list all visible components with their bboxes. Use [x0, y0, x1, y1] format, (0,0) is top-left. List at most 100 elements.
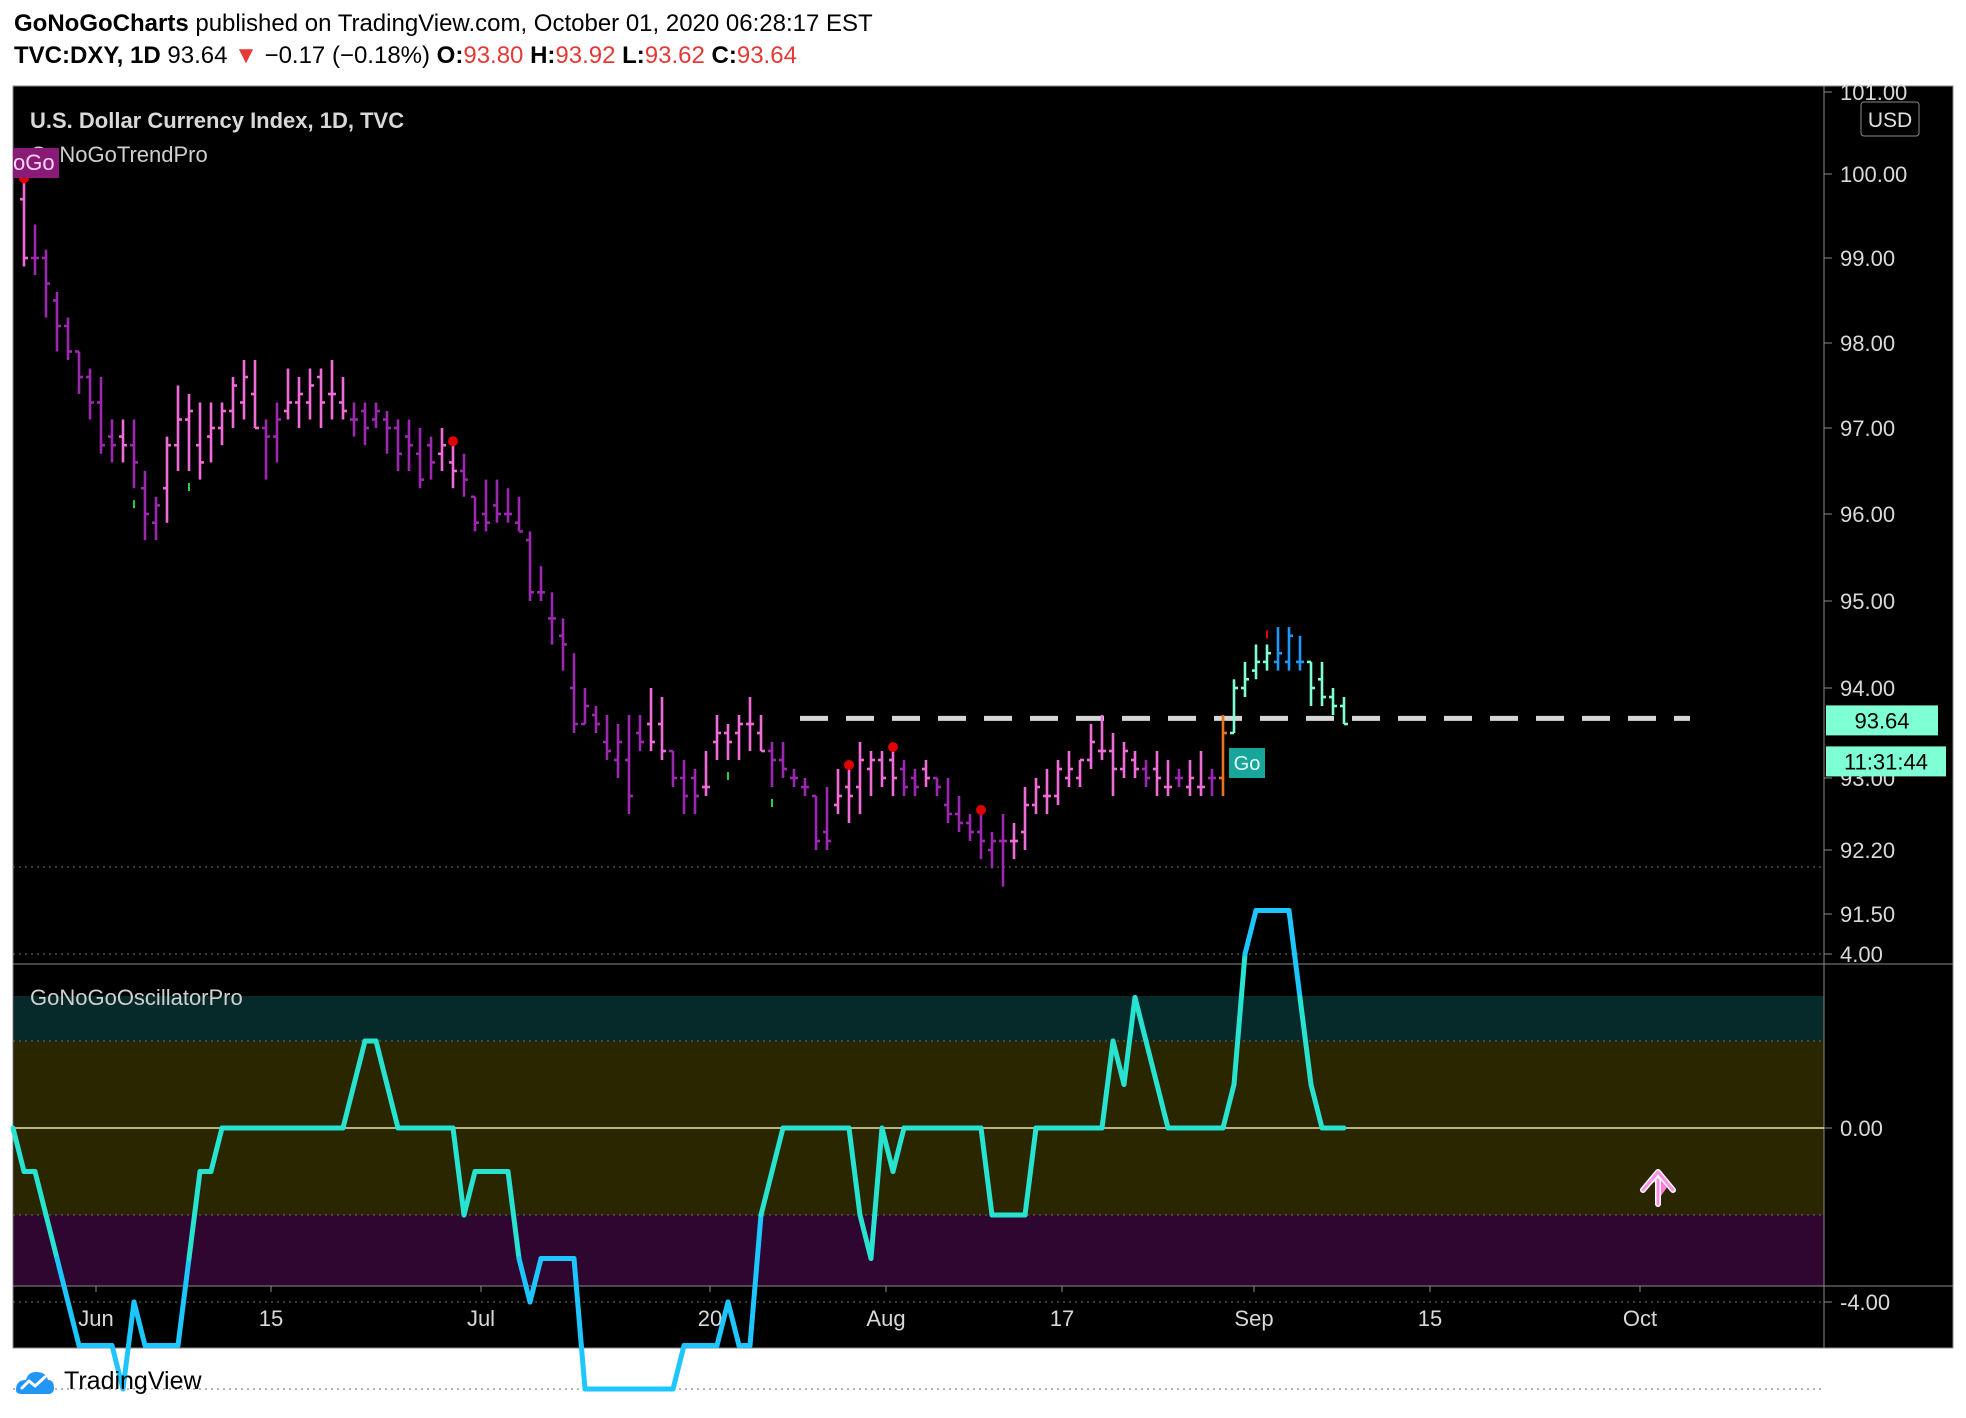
ohlc-bar [1329, 688, 1337, 715]
oscillator-background [14, 996, 1824, 1286]
oscillator-segment [505, 1169, 522, 1261]
ohlc-bar [1175, 769, 1183, 787]
nogo-countertrend-dot [976, 805, 986, 815]
ohlc-bar [636, 715, 644, 751]
tradingview-footer[interactable]: TradingView [14, 1364, 202, 1398]
ohlc-bar [1032, 778, 1040, 814]
time-tick-label: Oct [1623, 1306, 1657, 1331]
oscillator-segment [384, 1082, 401, 1131]
oscillator-segment [10, 1125, 27, 1174]
ohlc-bar [559, 618, 567, 671]
ohlc-bar [889, 751, 897, 796]
ohlc-bar [900, 760, 908, 796]
ohlc-bar [196, 402, 204, 480]
low-value: 93.62 [644, 42, 705, 69]
tradingview-logo-icon [16, 1372, 54, 1394]
ohlc-bar [42, 249, 50, 318]
publisher-name[interactable]: GoNoGoCharts [14, 10, 189, 37]
oscillator-segment [54, 1256, 71, 1305]
oscillator-segment [1022, 1125, 1039, 1218]
ohlc-bar [306, 368, 314, 420]
ohlc-bar [361, 402, 369, 446]
close-label: C: [711, 42, 737, 69]
ohlc-bar [185, 394, 193, 471]
osc-band-nogo [14, 1215, 1824, 1286]
ohlc-bar [922, 760, 930, 787]
price-axis[interactable]: 101.00 100.00 99.00 98.00 97.00 96.00 95.00 94.… [1824, 80, 1907, 927]
trend-indicator-label[interactable]: GoNoGoTrendPro [30, 142, 208, 167]
price-tick-label: 95.00 [1840, 589, 1895, 614]
ohlc-bar [1131, 751, 1139, 778]
oscillator-segment [186, 1169, 203, 1261]
oscillator-label[interactable]: GoNoGoOscillatorPro [30, 985, 243, 1010]
price-tick-label: 91.50 [1840, 902, 1895, 927]
time-axis[interactable]: Jun 15 Jul 20 Aug 17 Sep 15 Oct [78, 1286, 1657, 1331]
ohlc-bar [339, 377, 347, 420]
ohlc-bar [603, 715, 611, 760]
oscillator-segment [373, 1038, 390, 1087]
ohlc-bar [1296, 635, 1304, 671]
ohlc-bar [1219, 715, 1227, 796]
oscillator-segment [1121, 995, 1138, 1087]
ohlc-bar [416, 428, 424, 489]
ohlc-bar [1197, 751, 1205, 796]
ohlc-bar [75, 350, 83, 394]
ohlc-bar [273, 402, 281, 463]
ohlc-bar [999, 814, 1007, 887]
up-arrow-icon [1640, 1169, 1676, 1207]
oscillator-segment [890, 1125, 907, 1174]
oscillator-segment [208, 1125, 225, 1174]
symbol-line: TVC:DXY, 1D 93.64 ▼ −0.17 (−0.18%) O:93.… [14, 40, 873, 72]
time-tick-label: Jul [467, 1306, 495, 1331]
ohlc-bar [1285, 627, 1293, 671]
oscillator-segment [747, 1212, 764, 1348]
ohlc-bar [823, 787, 831, 850]
oscillator-segment [527, 1256, 544, 1305]
ohlc-bar [130, 419, 138, 489]
time-tick-label: 15 [259, 1306, 283, 1331]
ohlc-bar [262, 419, 270, 480]
ohlc-bar [812, 794, 820, 850]
oscillator-segment [769, 1125, 786, 1174]
oscillator-axis[interactable]: 4.00 0.00 -4.00 [1824, 942, 1890, 1315]
ohlc-bar [746, 697, 754, 751]
currency-badge[interactable] [1860, 101, 1920, 137]
time-tick-label: Sep [1234, 1306, 1273, 1331]
oscillator-segment [714, 1299, 731, 1348]
ohlc-bar [658, 697, 666, 760]
oscillator-line [10, 908, 1347, 1392]
ohlc-bar [581, 688, 589, 726]
ohlc-bar [449, 445, 457, 489]
ohlc-bar [1142, 760, 1150, 787]
time-tick-label: Aug [866, 1306, 905, 1331]
osc-tick-label: -4.00 [1840, 1290, 1890, 1315]
ohlc-bar [383, 411, 391, 454]
ohlc-bar [1065, 751, 1073, 787]
ohlc-bar [97, 377, 105, 454]
ohlc-bar [1241, 661, 1249, 697]
oscillator-segment [571, 1256, 588, 1392]
oscillator-segment [879, 1125, 896, 1174]
oscillator-segment [351, 1038, 368, 1087]
publication-header: GoNoGoCharts published on TradingView.co… [14, 8, 873, 72]
countdown-label: 11:31:44 [1844, 749, 1928, 774]
osc-tick-label: 4.00 [1840, 942, 1883, 967]
ohlc-bar [977, 814, 985, 860]
ohlc-bar [911, 769, 919, 796]
currency-label: USD [1868, 109, 1912, 132]
symbol-label: TVC:DXY, 1D [14, 42, 161, 69]
last-price-box [1826, 705, 1938, 736]
oscillator-segment [1110, 1038, 1127, 1087]
oscillator-segment [120, 1299, 137, 1392]
ohlc-bar [944, 778, 952, 823]
oscillator-segment [1099, 1038, 1116, 1131]
price-tick-label: 100.00 [1840, 162, 1907, 187]
ohlc-bar [64, 317, 72, 360]
price-tick-label: 99.00 [1840, 246, 1895, 271]
ohlc-bar [1076, 758, 1084, 787]
ohlc-bar [1098, 715, 1106, 760]
low-label: L: [622, 42, 645, 69]
oscillator-segment [1143, 1038, 1160, 1087]
ohlc-bar [1252, 644, 1260, 680]
